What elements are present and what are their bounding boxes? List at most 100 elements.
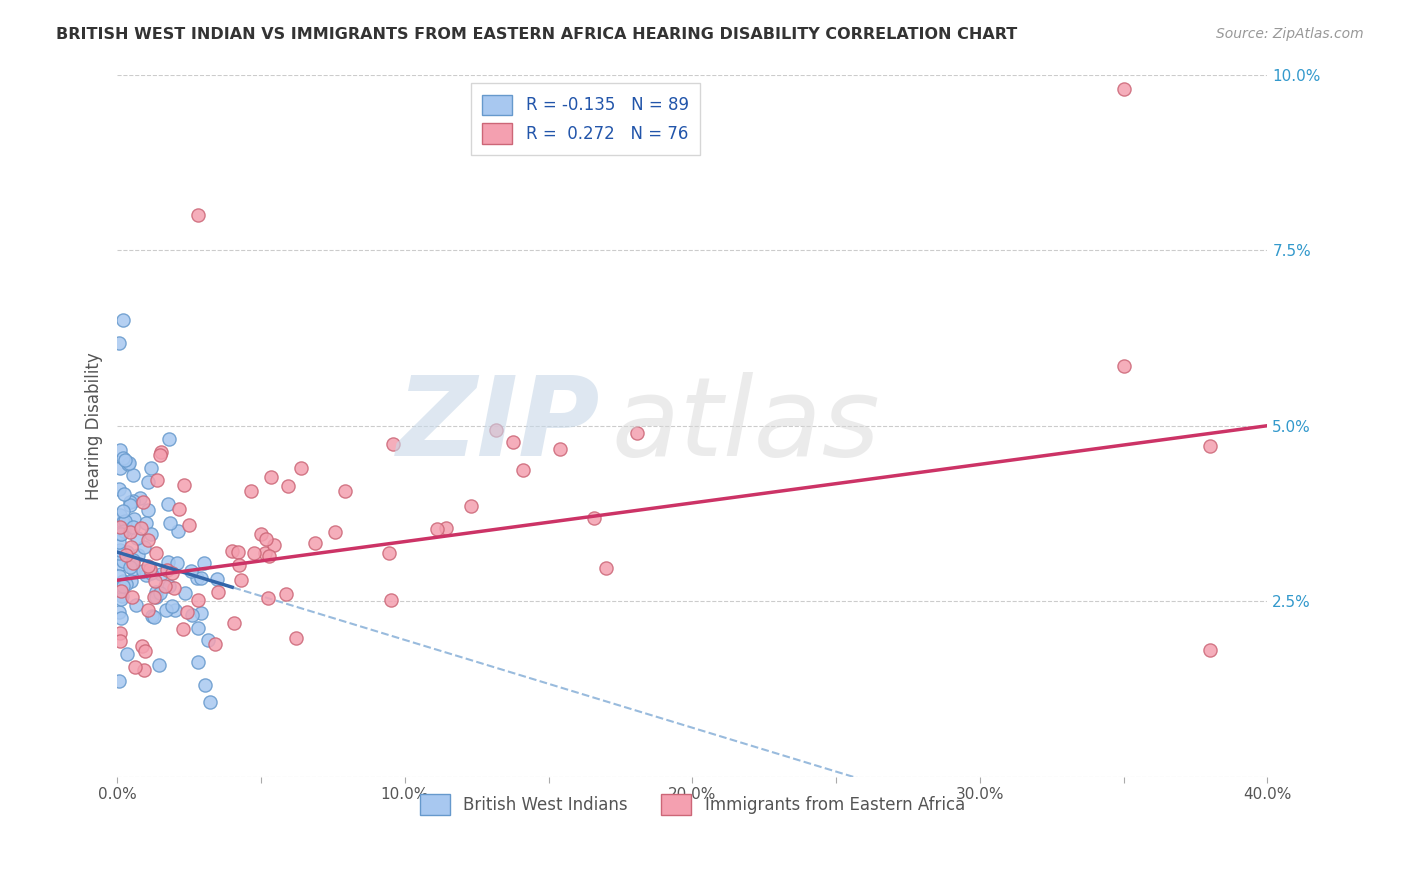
Point xyxy=(136,533,159,547)
Point xyxy=(141,461,163,475)
Point xyxy=(135,516,157,530)
Point xyxy=(107,335,129,350)
Point xyxy=(157,579,180,593)
Point xyxy=(145,546,167,560)
Point xyxy=(107,674,129,689)
Point xyxy=(1199,439,1222,453)
Point xyxy=(122,511,145,525)
Point xyxy=(150,445,173,459)
Text: BRITISH WEST INDIAN VS IMMIGRANTS FROM EASTERN AFRICA HEARING DISABILITY CORRELA: BRITISH WEST INDIAN VS IMMIGRANTS FROM E… xyxy=(56,27,1018,42)
Point xyxy=(141,609,163,624)
Point xyxy=(135,568,157,582)
Text: atlas: atlas xyxy=(612,372,880,479)
Point xyxy=(136,503,159,517)
Point xyxy=(243,546,266,560)
Point xyxy=(198,695,221,709)
Point xyxy=(249,526,271,541)
Point xyxy=(114,548,136,562)
Point xyxy=(110,558,132,572)
Point xyxy=(165,603,187,617)
Point xyxy=(187,593,209,607)
Point xyxy=(107,546,129,560)
Point xyxy=(257,549,280,563)
Point xyxy=(173,478,195,492)
Point xyxy=(229,573,252,587)
Point xyxy=(145,574,167,588)
Point xyxy=(134,644,156,658)
Point xyxy=(112,487,135,501)
Point xyxy=(205,572,228,586)
Point xyxy=(141,566,163,581)
Point xyxy=(118,494,141,508)
Point xyxy=(176,605,198,619)
Point xyxy=(132,664,155,678)
Point xyxy=(260,470,283,484)
Point xyxy=(132,540,155,554)
Point xyxy=(108,461,131,475)
Point xyxy=(167,501,190,516)
Point xyxy=(110,592,132,607)
Point xyxy=(124,660,146,674)
Point xyxy=(122,520,145,534)
Point xyxy=(145,590,167,604)
Point xyxy=(111,451,134,466)
Point xyxy=(426,522,449,536)
Point xyxy=(131,640,153,654)
Point xyxy=(107,568,129,582)
Point xyxy=(129,521,152,535)
Point xyxy=(512,463,534,477)
Point xyxy=(132,564,155,578)
Point xyxy=(172,622,194,636)
Point xyxy=(197,632,219,647)
Point xyxy=(160,566,183,581)
Point xyxy=(180,608,202,623)
Point xyxy=(502,435,524,450)
Point xyxy=(114,577,136,591)
Point xyxy=(110,543,132,558)
Point xyxy=(381,437,404,451)
Point xyxy=(112,504,135,518)
Point xyxy=(111,313,134,327)
Point xyxy=(117,457,139,471)
Point xyxy=(190,571,212,585)
Point xyxy=(626,426,648,441)
Point xyxy=(118,560,141,574)
Point xyxy=(157,497,180,511)
Point xyxy=(548,442,571,457)
Point xyxy=(110,545,132,559)
Text: ZIP: ZIP xyxy=(396,372,600,479)
Point xyxy=(125,531,148,545)
Point xyxy=(180,565,202,579)
Point xyxy=(277,479,299,493)
Point xyxy=(143,609,166,624)
Point xyxy=(434,521,457,535)
Point xyxy=(108,534,131,549)
Point xyxy=(149,448,172,462)
Point xyxy=(146,473,169,487)
Point xyxy=(120,574,142,589)
Point xyxy=(136,475,159,489)
Point xyxy=(142,591,165,605)
Point xyxy=(112,574,135,589)
Point xyxy=(595,560,617,574)
Point xyxy=(166,524,188,539)
Point xyxy=(108,579,131,593)
Point xyxy=(125,598,148,612)
Point xyxy=(108,520,131,534)
Point xyxy=(107,605,129,619)
Point xyxy=(138,558,160,573)
Point xyxy=(115,647,138,661)
Point xyxy=(145,585,167,599)
Point xyxy=(112,553,135,567)
Point xyxy=(254,532,277,546)
Point xyxy=(110,611,132,625)
Point xyxy=(110,584,132,599)
Point xyxy=(257,591,280,606)
Point xyxy=(187,655,209,669)
Legend: British West Indians, Immigrants from Eastern Africa: British West Indians, Immigrants from Ea… xyxy=(411,784,974,825)
Point xyxy=(108,442,131,457)
Point xyxy=(333,484,356,499)
Point xyxy=(380,592,402,607)
Point xyxy=(228,558,250,572)
Point xyxy=(378,546,401,560)
